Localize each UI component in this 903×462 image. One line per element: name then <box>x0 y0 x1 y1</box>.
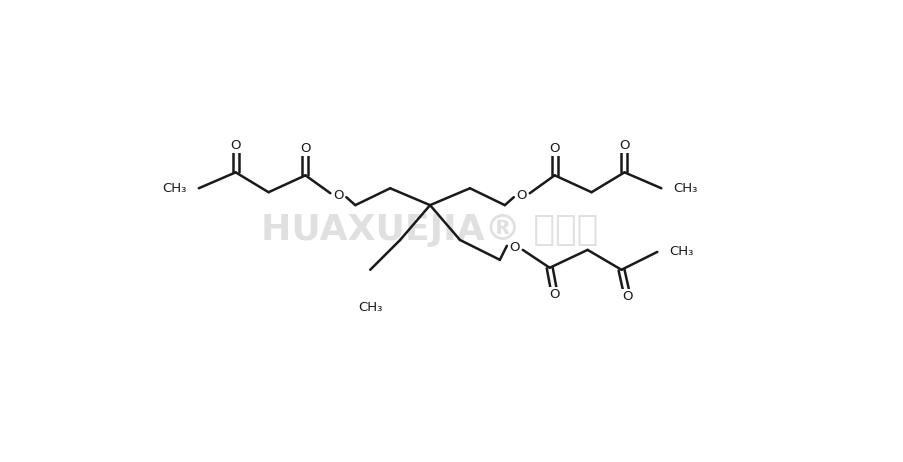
Text: O: O <box>516 188 526 202</box>
Text: HUAXUEJIA® 化学加: HUAXUEJIA® 化学加 <box>261 213 598 247</box>
Text: O: O <box>549 288 559 301</box>
Text: O: O <box>619 139 629 152</box>
Text: CH₃: CH₃ <box>163 182 187 195</box>
Text: O: O <box>621 290 632 303</box>
Text: O: O <box>230 139 241 152</box>
Text: CH₃: CH₃ <box>668 245 693 258</box>
Text: O: O <box>549 142 559 155</box>
Text: CH₃: CH₃ <box>358 301 382 314</box>
Text: CH₃: CH₃ <box>673 182 697 195</box>
Text: O: O <box>332 188 343 202</box>
Text: O: O <box>509 242 519 255</box>
Text: O: O <box>300 142 311 155</box>
